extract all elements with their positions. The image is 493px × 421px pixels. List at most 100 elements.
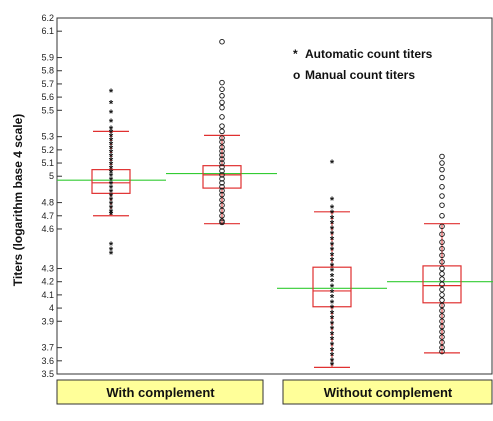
group-label-text: With complement (106, 385, 215, 400)
data-point-star: * (330, 224, 335, 236)
y-tick-label: 4.1 (41, 290, 54, 300)
box-iqr (312, 266, 352, 308)
data-point-star: * (330, 324, 335, 336)
data-point-star: * (330, 360, 335, 372)
data-point-star: * (330, 335, 335, 347)
data-point-star: * (109, 195, 114, 207)
group-labels: With complement Without complement (56, 379, 493, 405)
data-point-circle (219, 156, 225, 162)
data-point-star: * (109, 175, 114, 187)
data-point-circle (219, 86, 225, 92)
data-point-circle (219, 104, 225, 111)
data-point-star: * (109, 167, 114, 179)
data-point-star: * (109, 144, 114, 156)
data-point-circle (219, 123, 225, 129)
data-points: ****************************************… (109, 38, 445, 372)
data-point-circle (219, 135, 225, 141)
data-point-circle (219, 152, 225, 158)
data-point-star: * (330, 213, 335, 225)
y-tick-label: 3.7 (41, 343, 54, 353)
legend-label-automatic: Automatic count titers (305, 47, 433, 61)
data-point-circle (219, 172, 225, 178)
data-point-star: * (109, 183, 114, 195)
data-point-star: * (109, 207, 114, 219)
data-point-circle (439, 223, 445, 230)
y-tick-label: 5 (49, 171, 54, 181)
data-point-star: * (109, 245, 114, 257)
y-tick-label: 5.3 (41, 132, 54, 142)
data-point-star: * (109, 159, 114, 171)
data-point-star: * (330, 245, 335, 257)
data-point-star: * (109, 155, 114, 167)
data-point-circle (219, 207, 225, 214)
y-tick-label: 5.1 (41, 158, 54, 168)
data-point-circle (439, 286, 445, 293)
data-point-circle (439, 166, 445, 173)
data-point-circle (439, 276, 445, 282)
data-point-star: * (330, 277, 335, 289)
data-point-circle (439, 259, 445, 265)
data-point-star: * (330, 314, 335, 326)
y-tick-label: 5.6 (41, 92, 54, 102)
legend-label-manual: Manual count titers (305, 68, 415, 82)
data-point-circle (439, 174, 445, 181)
data-point-star: * (330, 240, 335, 252)
plot-frame (56, 17, 493, 375)
data-point-circle (439, 348, 445, 355)
data-point-circle (219, 144, 225, 150)
data-point-circle (439, 231, 445, 237)
data-point-star: * (109, 187, 114, 199)
data-point-star: * (330, 158, 335, 170)
data-point-circle (439, 245, 445, 252)
data-point-star: * (330, 298, 335, 310)
y-tick-label: 4.2 (41, 277, 54, 287)
y-tick-label: 4 (49, 303, 54, 313)
y-tick-label: 3.6 (41, 356, 54, 366)
data-point-circle (439, 239, 445, 245)
legend-marker-star: * (293, 47, 298, 61)
data-point-circle (219, 164, 225, 170)
data-point-star: * (330, 308, 335, 320)
y-tick-label: 4.6 (41, 224, 54, 234)
data-point-circle (219, 79, 225, 86)
data-point-star: * (330, 356, 335, 368)
data-point-circle (439, 318, 445, 325)
data-point-star: * (109, 128, 114, 140)
data-point-star: * (109, 171, 114, 183)
y-tick-label: 5.8 (41, 66, 54, 76)
data-point-circle (439, 160, 445, 166)
data-point-star: * (330, 235, 335, 247)
data-point-circle (439, 329, 445, 335)
y-tick-label: 6.1 (41, 26, 54, 36)
data-point-circle (439, 281, 445, 288)
data-point-star: * (330, 266, 335, 278)
data-point-circle (439, 213, 445, 219)
legend-marker-circle: o (293, 68, 300, 82)
data-point-star: * (330, 293, 335, 305)
data-point-star: * (109, 87, 114, 99)
data-point-circle (439, 344, 445, 351)
legend: * Automatic count titers o Manual count … (293, 47, 433, 82)
data-point-circle (219, 168, 225, 174)
y-tick-label: 5.2 (41, 145, 54, 155)
data-point-star: * (330, 303, 335, 315)
data-point-circle (439, 202, 445, 208)
data-point-circle (219, 128, 225, 135)
data-point-circle (219, 160, 225, 166)
data-point-star: * (330, 219, 335, 231)
y-tick-label: 3.9 (41, 316, 54, 326)
data-point-circle (219, 180, 225, 186)
data-point-circle (439, 193, 445, 199)
data-point-star: * (109, 108, 114, 120)
data-point-star: * (109, 179, 114, 191)
data-point-star: * (109, 151, 114, 163)
data-point-star: * (330, 203, 335, 215)
group-label-box (56, 379, 264, 405)
data-point-star: * (109, 99, 114, 111)
data-point-star: * (330, 282, 335, 294)
data-point-circle (439, 252, 445, 259)
box-iqr (91, 169, 131, 194)
data-point-star: * (330, 351, 335, 363)
data-point-circle (439, 292, 445, 298)
